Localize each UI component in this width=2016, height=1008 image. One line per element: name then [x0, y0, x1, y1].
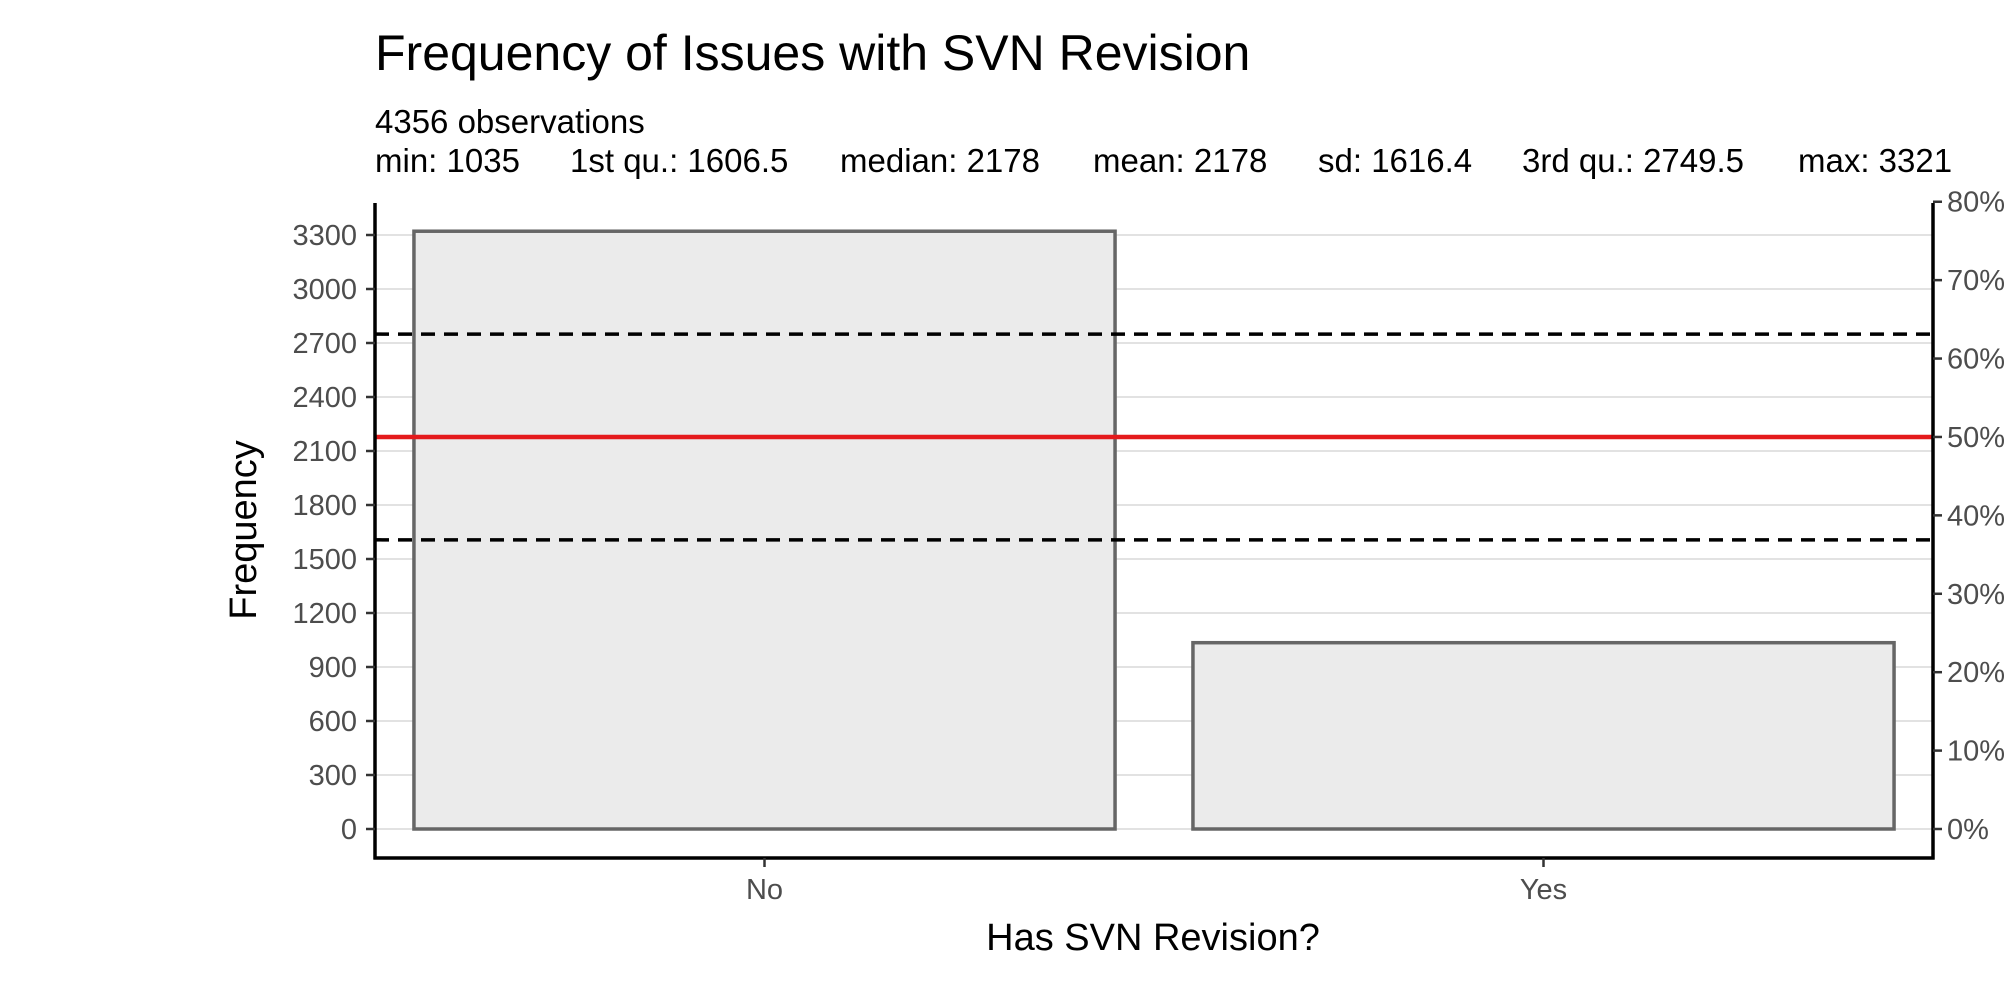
x-axis-ticks: No Yes — [746, 858, 1567, 906]
x-tick-label: Yes — [1520, 874, 1567, 906]
bar-yes — [1191, 640, 1896, 831]
y-tick-label: 3000 — [292, 274, 357, 306]
y2-tick-label: 50% — [1947, 422, 2005, 454]
subtitle-stat: 1st qu.: 1606.5 — [570, 142, 788, 179]
y-tick-label: 600 — [309, 706, 357, 738]
y-tick-label: 1500 — [292, 544, 357, 576]
bars — [412, 229, 1896, 831]
chart-subtitle-observations: 4356 observations — [375, 103, 645, 140]
y-tick-label: 2100 — [292, 436, 357, 468]
y2-tick-label: 30% — [1947, 579, 2005, 611]
subtitle-stat: max: 3321 — [1798, 142, 1952, 179]
subtitle-stat: min: 1035 — [375, 142, 520, 179]
x-axis-title: Has SVN Revision? — [986, 917, 1320, 959]
y-tick-label: 0 — [341, 814, 357, 846]
y2-tick-label: 60% — [1947, 344, 2005, 376]
chart-title: Frequency of Issues with SVN Revision — [375, 25, 1250, 81]
bar-no — [412, 229, 1117, 831]
y-tick-label: 300 — [309, 760, 357, 792]
y2-tick-label: 20% — [1947, 657, 2005, 689]
y2-tick-label: 80% — [1947, 187, 2005, 219]
y-tick-label: 2700 — [292, 328, 357, 360]
reference-lines — [375, 332, 1933, 542]
subtitle-stat: mean: 2178 — [1093, 142, 1267, 179]
y-axis-title: Frequency — [223, 440, 265, 620]
y-tick-label: 3300 — [292, 220, 357, 252]
y-tick-label: 1200 — [292, 598, 357, 630]
chart-subtitle-stats: min: 1035 1st qu.: 1606.5 median: 2178 mean… — [375, 142, 1952, 179]
x-tick-label: No — [746, 874, 783, 906]
subtitle-stat: sd: 1616.4 — [1318, 142, 1472, 179]
y-tick-label: 900 — [309, 652, 357, 684]
y2-tick-label: 0% — [1947, 814, 1989, 846]
y2-tick-label: 10% — [1947, 736, 2005, 768]
y-tick-label: 1800 — [292, 490, 357, 522]
subtitle-stat: 3rd qu.: 2749.5 — [1522, 142, 1744, 179]
y2-tick-label: 70% — [1947, 265, 2005, 297]
y-tick-label: 2400 — [292, 382, 357, 414]
subtitle-stat: median: 2178 — [840, 142, 1040, 179]
y2-tick-label: 40% — [1947, 500, 2005, 532]
secondary-y-axis-ticks: 0% 10% 20% 30% 40% 50% 60% 70% 80% — [1933, 187, 2005, 846]
y-axis-ticks: 0 300 600 900 1200 1500 1800 2100 2400 2700 3000 33… — [292, 220, 375, 846]
